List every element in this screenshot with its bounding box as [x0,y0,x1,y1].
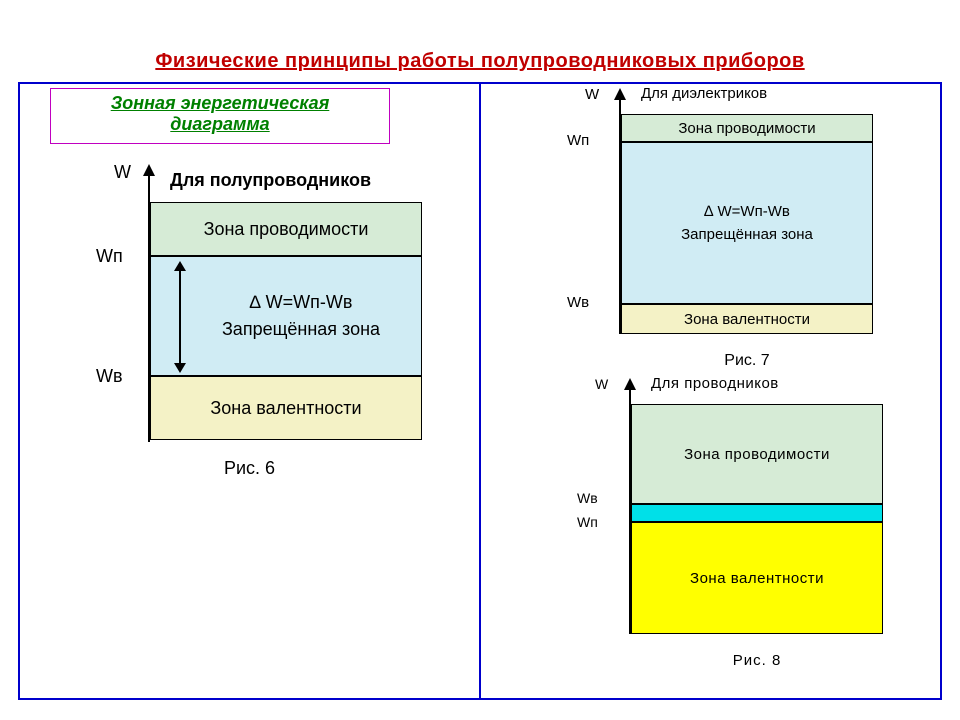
fig6-axis-W: W [114,162,131,183]
fig8-band-val: Зона валентности [631,522,883,634]
fig6-label-Wv: Wв [96,366,123,387]
arrowhead-icon [174,261,186,271]
fig6-band-gap: ∆ W=Wп-Wв Запрещённая зона [150,256,422,376]
band-label: Запрещённая зона [222,319,380,340]
content-frame: Зонная энергетическая диаграмма Для полу… [18,82,942,700]
fig8-band-cond: Зона проводимости [631,404,883,504]
arrowhead-icon [143,164,155,176]
fig6-title: Для полупроводников [170,170,371,191]
left-column: Зонная энергетическая диаграмма Для полу… [20,84,479,698]
band-label: Зона проводимости [684,446,830,463]
fig6: Для полупроводников W Wп Wв Зона проводи… [20,84,479,698]
band-label: Зона проводимости [204,219,369,240]
fig8-band-gap [631,504,883,522]
fig8-label-Wp: Wп [577,514,598,530]
band-label: Зона валентности [210,398,361,419]
fig6-band-val: Зона валентности [150,376,422,440]
fig8-caption: Рис. 8 [481,652,960,669]
fig6-label-Wp: Wп [96,246,123,267]
fig6-band-cond: Зона проводимости [150,202,422,256]
fig6-caption: Рис. 6 [20,458,479,479]
gap-formula: ∆ W=Wп-Wв [250,292,353,313]
arrowhead-icon [174,363,186,373]
fig8-title: Для проводников [651,375,779,392]
page-title: Физические принципы работы полупроводник… [0,50,960,73]
fig8: Для проводников W Wв Wп Зона проводимост… [481,84,940,698]
band-label: Зона валентности [690,570,824,587]
fig8-label-Wv: Wв [577,490,598,506]
right-column: Для диэлектриков W Wп Wв Зона проводимос… [479,84,940,698]
fig8-axis-W: W [595,376,608,392]
arrowhead-icon [624,378,636,390]
